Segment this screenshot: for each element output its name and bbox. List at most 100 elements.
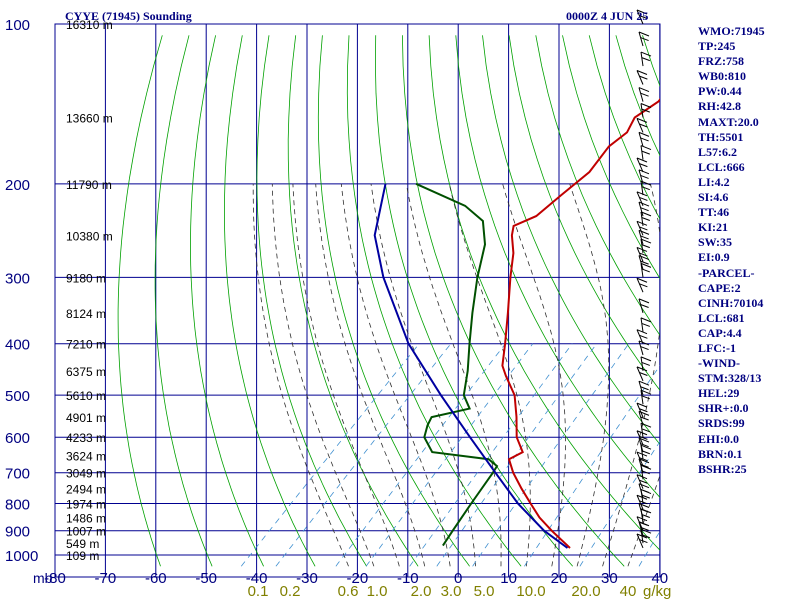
wind-barb bbox=[640, 103, 652, 118]
height-label: 1486 m bbox=[66, 512, 106, 526]
chart-title: CYYE (71945) Sounding bbox=[65, 9, 192, 23]
index-line: CINH:70104 bbox=[698, 295, 764, 310]
dry-adiabat bbox=[588, 35, 660, 220]
mixing-ratio-lines bbox=[240, 343, 660, 567]
moist-adiabat bbox=[502, 183, 566, 567]
index-line: LI:4.2 bbox=[698, 174, 730, 189]
index-line: CAPE:2 bbox=[698, 280, 741, 295]
index-line: L57:6.2 bbox=[698, 144, 737, 159]
wind-barb bbox=[640, 356, 652, 371]
dry-adiabat bbox=[317, 35, 470, 567]
wind-barb bbox=[640, 238, 652, 254]
mixing-ratio-line bbox=[240, 343, 420, 567]
moist-adiabat bbox=[370, 183, 476, 567]
moist-adiabats bbox=[252, 183, 660, 567]
index-line: SRDS:99 bbox=[698, 416, 745, 431]
wind-barb bbox=[638, 521, 650, 536]
wind-barb bbox=[640, 444, 652, 460]
height-label: 9180 m bbox=[66, 271, 106, 285]
height-label: 3624 m bbox=[66, 450, 106, 464]
temp-tick-label: 30 bbox=[601, 570, 618, 587]
dry-adiabat bbox=[508, 35, 660, 391]
index-line: MAXT:20.0 bbox=[698, 114, 759, 129]
wind-barb bbox=[640, 262, 652, 278]
temperature-line bbox=[501, 98, 660, 549]
height-label: 1974 m bbox=[66, 498, 106, 512]
wind-barb bbox=[640, 180, 652, 196]
stability-index-panel: WMO:71945 TP:245 FRZ:758 WB0:810 PW:0.44 RH:4… bbox=[698, 24, 765, 477]
pressure-label-600: 600 bbox=[5, 430, 30, 447]
mixing-ratio-unit: g/kg bbox=[643, 583, 671, 600]
moist-adiabat bbox=[569, 183, 610, 567]
height-label: 109 m bbox=[66, 549, 99, 563]
height-label: 549 m bbox=[66, 537, 99, 551]
wind-barb bbox=[640, 489, 652, 504]
index-line: KI:21 bbox=[698, 220, 728, 235]
mixing-ratio-label: 0.6 bbox=[338, 583, 359, 600]
index-line: CAP:4.4 bbox=[698, 325, 742, 340]
mixing-ratio-label: 3.0 bbox=[441, 583, 462, 600]
pressure-unit-label: mb bbox=[33, 570, 53, 586]
index-line: -PARCEL- bbox=[698, 265, 755, 280]
chart-grid bbox=[54, 23, 661, 578]
mixing-ratio-label: 0.1 bbox=[248, 583, 269, 600]
mixing-ratio-label: 0.2 bbox=[280, 583, 301, 600]
temp-tick-label: -10 bbox=[397, 570, 419, 587]
index-line: BRN:0.1 bbox=[698, 446, 743, 461]
wind-barb bbox=[638, 380, 650, 396]
moist-adiabat bbox=[315, 183, 426, 567]
wind-barb bbox=[636, 117, 648, 133]
mixing-ratio-line bbox=[275, 343, 452, 567]
index-line: TT:46 bbox=[698, 205, 730, 220]
temp-tick-label: 20 bbox=[551, 570, 568, 587]
wind-barbs bbox=[636, 9, 652, 549]
temp-tick-label: 0 bbox=[454, 570, 462, 587]
pressure-label-700: 700 bbox=[5, 466, 30, 483]
wind-barb bbox=[636, 70, 648, 85]
dry-adiabat bbox=[256, 35, 367, 567]
index-line: HEL:29 bbox=[698, 386, 740, 401]
mixing-ratio-label: 1.0 bbox=[367, 583, 388, 600]
temp-tick-label: -60 bbox=[145, 570, 167, 587]
chart-timestamp: 0000Z 4 JUN 25 bbox=[566, 9, 649, 23]
wind-barb bbox=[640, 389, 652, 405]
wind-barb bbox=[636, 277, 648, 293]
mixing-ratio-label: 5.0 bbox=[474, 583, 495, 600]
index-line: LCL:681 bbox=[698, 310, 745, 325]
moist-adiabat bbox=[405, 183, 502, 567]
wind-barb bbox=[638, 410, 650, 426]
mixing-ratio-label: 20.0 bbox=[571, 583, 600, 600]
pressure-label-1000: 1000 bbox=[5, 548, 38, 565]
mixing-ratio-label: 10.0 bbox=[516, 583, 545, 600]
moist-adiabat bbox=[271, 183, 375, 567]
index-line: FRZ:758 bbox=[698, 54, 744, 69]
pressure-label-400: 400 bbox=[5, 337, 30, 354]
dry-adiabat bbox=[562, 35, 660, 280]
dry-adiabat bbox=[428, 35, 660, 551]
height-label: 7210 m bbox=[66, 338, 106, 352]
mixing-ratio-line bbox=[436, 343, 597, 567]
wind-barb bbox=[636, 220, 648, 236]
height-label: 10380 m bbox=[66, 229, 113, 243]
mixing-ratio-label: 2.0 bbox=[411, 583, 432, 600]
dry-adiabat bbox=[346, 35, 522, 567]
wind-barb bbox=[636, 474, 648, 489]
index-line: SW:35 bbox=[698, 235, 733, 250]
index-line: LFC:-1 bbox=[698, 340, 736, 355]
pressure-label-200: 200 bbox=[5, 177, 30, 194]
wind-barb bbox=[640, 145, 652, 160]
parcel-line bbox=[373, 183, 569, 549]
height-label: 5610 m bbox=[66, 389, 106, 403]
index-line: LCL:666 bbox=[698, 159, 745, 174]
wind-barb bbox=[640, 317, 652, 332]
moist-adiabat bbox=[252, 183, 349, 567]
wind-barb bbox=[636, 157, 648, 173]
dry-adiabat bbox=[154, 35, 213, 567]
wind-barb bbox=[636, 246, 648, 262]
height-label: 8124 m bbox=[66, 307, 106, 321]
mixing-ratio-line bbox=[524, 364, 660, 567]
index-line: RH:42.8 bbox=[698, 99, 741, 114]
wind-barb bbox=[638, 131, 650, 147]
